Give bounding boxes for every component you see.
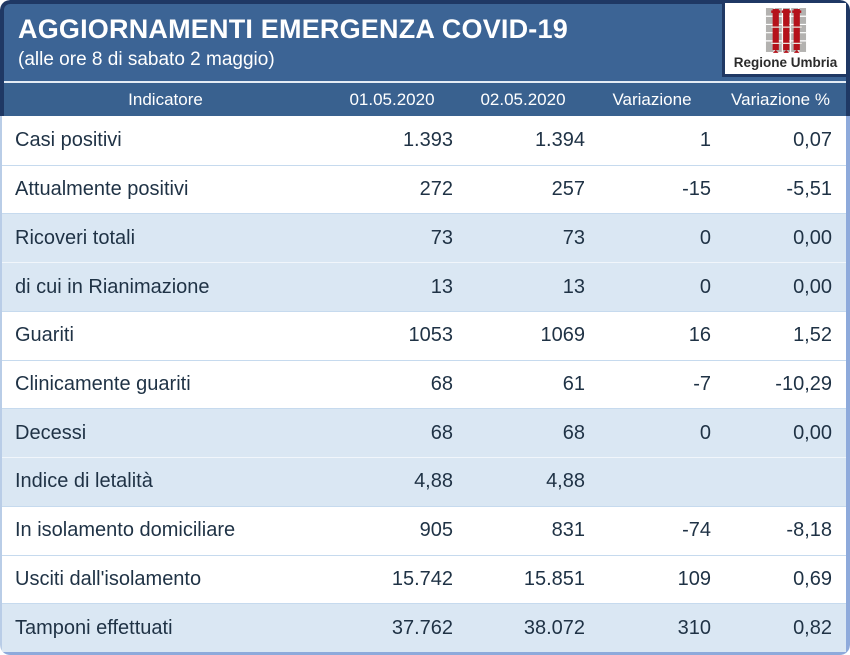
row-value: 13: [562, 275, 585, 298]
row-value: 68: [430, 372, 453, 395]
table-row: Usciti dall'isolamento 15.742 15.851 109 0,6…: [2, 554, 846, 604]
row-value: 4,88: [414, 470, 453, 493]
row-value: -7: [693, 372, 711, 395]
row-value: 1069: [540, 324, 586, 347]
row-label: Ricoveri totali: [15, 226, 136, 249]
row-value: 257: [551, 178, 585, 201]
row-value: 0: [699, 275, 711, 298]
row-value: 831: [551, 519, 585, 542]
row-value: 0,07: [793, 128, 832, 151]
row-value: 13: [430, 275, 453, 298]
row-label: Tamponi effettuati: [15, 616, 173, 639]
row-label: In isolamento domiciliare: [15, 519, 236, 542]
row-label: Casi positivi: [15, 128, 122, 151]
row-label: Decessi: [15, 421, 87, 444]
row-label: Usciti dall'isolamento: [15, 567, 202, 590]
row-value: 0,69: [793, 567, 832, 590]
row-value: 1053: [408, 324, 454, 347]
row-value: 1: [699, 128, 711, 151]
row-value: 0: [699, 226, 711, 249]
column-header-variazione-pct: Variazione %: [731, 89, 830, 109]
row-value: 0,00: [793, 421, 832, 444]
page-title: AGGIORNAMENTI EMERGENZA COVID-19: [18, 14, 568, 44]
row-value: 109: [677, 567, 711, 590]
column-header-date1: 01.05.2020: [349, 89, 435, 109]
title-band: AGGIORNAMENTI EMERGENZA COVID-19 (alle o…: [4, 4, 846, 81]
row-value: 38.072: [523, 616, 585, 639]
row-value: 0: [699, 421, 711, 444]
row-value: 61: [562, 372, 585, 395]
column-header-indicatore: Indicatore: [128, 89, 203, 109]
row-value: 1.394: [534, 128, 585, 151]
row-label: Clinicamente guariti: [15, 372, 191, 395]
row-value: 15.851: [523, 567, 585, 590]
page-subtitle: (alle ore 8 di sabato 2 maggio): [18, 49, 275, 70]
row-label: Attualmente positivi: [15, 178, 189, 201]
row-value: 37.762: [391, 616, 453, 639]
table-row: Guariti 1053 1069 16 1,52: [2, 310, 846, 360]
logo-caption: Regione Umbria: [733, 55, 838, 70]
row-value: 73: [430, 226, 453, 249]
row-value: 310: [677, 616, 711, 639]
table-row: Clinicamente guariti 68 61 -7 -10,29: [2, 359, 846, 409]
tre-ceri-icon: [765, 8, 806, 53]
row-value: 68: [430, 421, 453, 444]
row-value: -15: [682, 178, 711, 201]
row-value: 1.393: [402, 128, 453, 151]
row-value: 4,88: [546, 470, 585, 493]
row-value: 0,00: [793, 275, 832, 298]
table-row: In isolamento domiciliare 905 831 -74 -8,18: [2, 505, 846, 555]
row-value: 16: [688, 324, 711, 347]
row-value: -5,51: [786, 178, 832, 201]
row-label: Guariti: [15, 324, 74, 347]
table-row: Ricoveri totali 73 73 0 0,00: [2, 213, 846, 263]
table-header-row: Indicatore 01.05.2020 02.05.2020 Variazi…: [4, 81, 846, 116]
row-value: 905: [419, 519, 453, 542]
row-value: -8,18: [786, 519, 832, 542]
table-row: Tamponi effettuati 37.762 38.072 310 0,82: [2, 603, 846, 652]
table-row: Casi positivi 1.393 1.394 1 0,07: [2, 116, 846, 165]
row-value: 73: [562, 226, 585, 249]
table-row: Indice di letalità 4,88 4,88: [2, 457, 846, 506]
table-row: Decessi 68 68 0 0,00: [2, 408, 846, 458]
row-value: -10,29: [775, 372, 832, 395]
row-value: 15.742: [391, 567, 453, 590]
table-row: di cui in Rianimazione 13 13 0 0,00: [2, 262, 846, 311]
regione-umbria-logo: Regione Umbria: [722, 3, 846, 77]
row-value: 0,82: [793, 616, 832, 639]
row-value: 272: [419, 178, 453, 201]
table-body: Casi positivi 1.393 1.394 1 0,07 Attualmente …: [0, 116, 850, 655]
column-header-variazione: Variazione: [612, 89, 692, 109]
table-row: Attualmente positivi 272 257 -15 -5,51: [2, 164, 846, 214]
row-value: 68: [562, 421, 585, 444]
row-value: -74: [682, 519, 711, 542]
column-header-date2: 02.05.2020: [480, 89, 566, 109]
top-section: AGGIORNAMENTI EMERGENZA COVID-19 (alle o…: [0, 0, 850, 116]
row-value: 1,52: [793, 324, 832, 347]
row-label: Indice di letalità: [15, 470, 153, 493]
row-label: di cui in Rianimazione: [15, 275, 210, 298]
row-value: 0,00: [793, 226, 832, 249]
